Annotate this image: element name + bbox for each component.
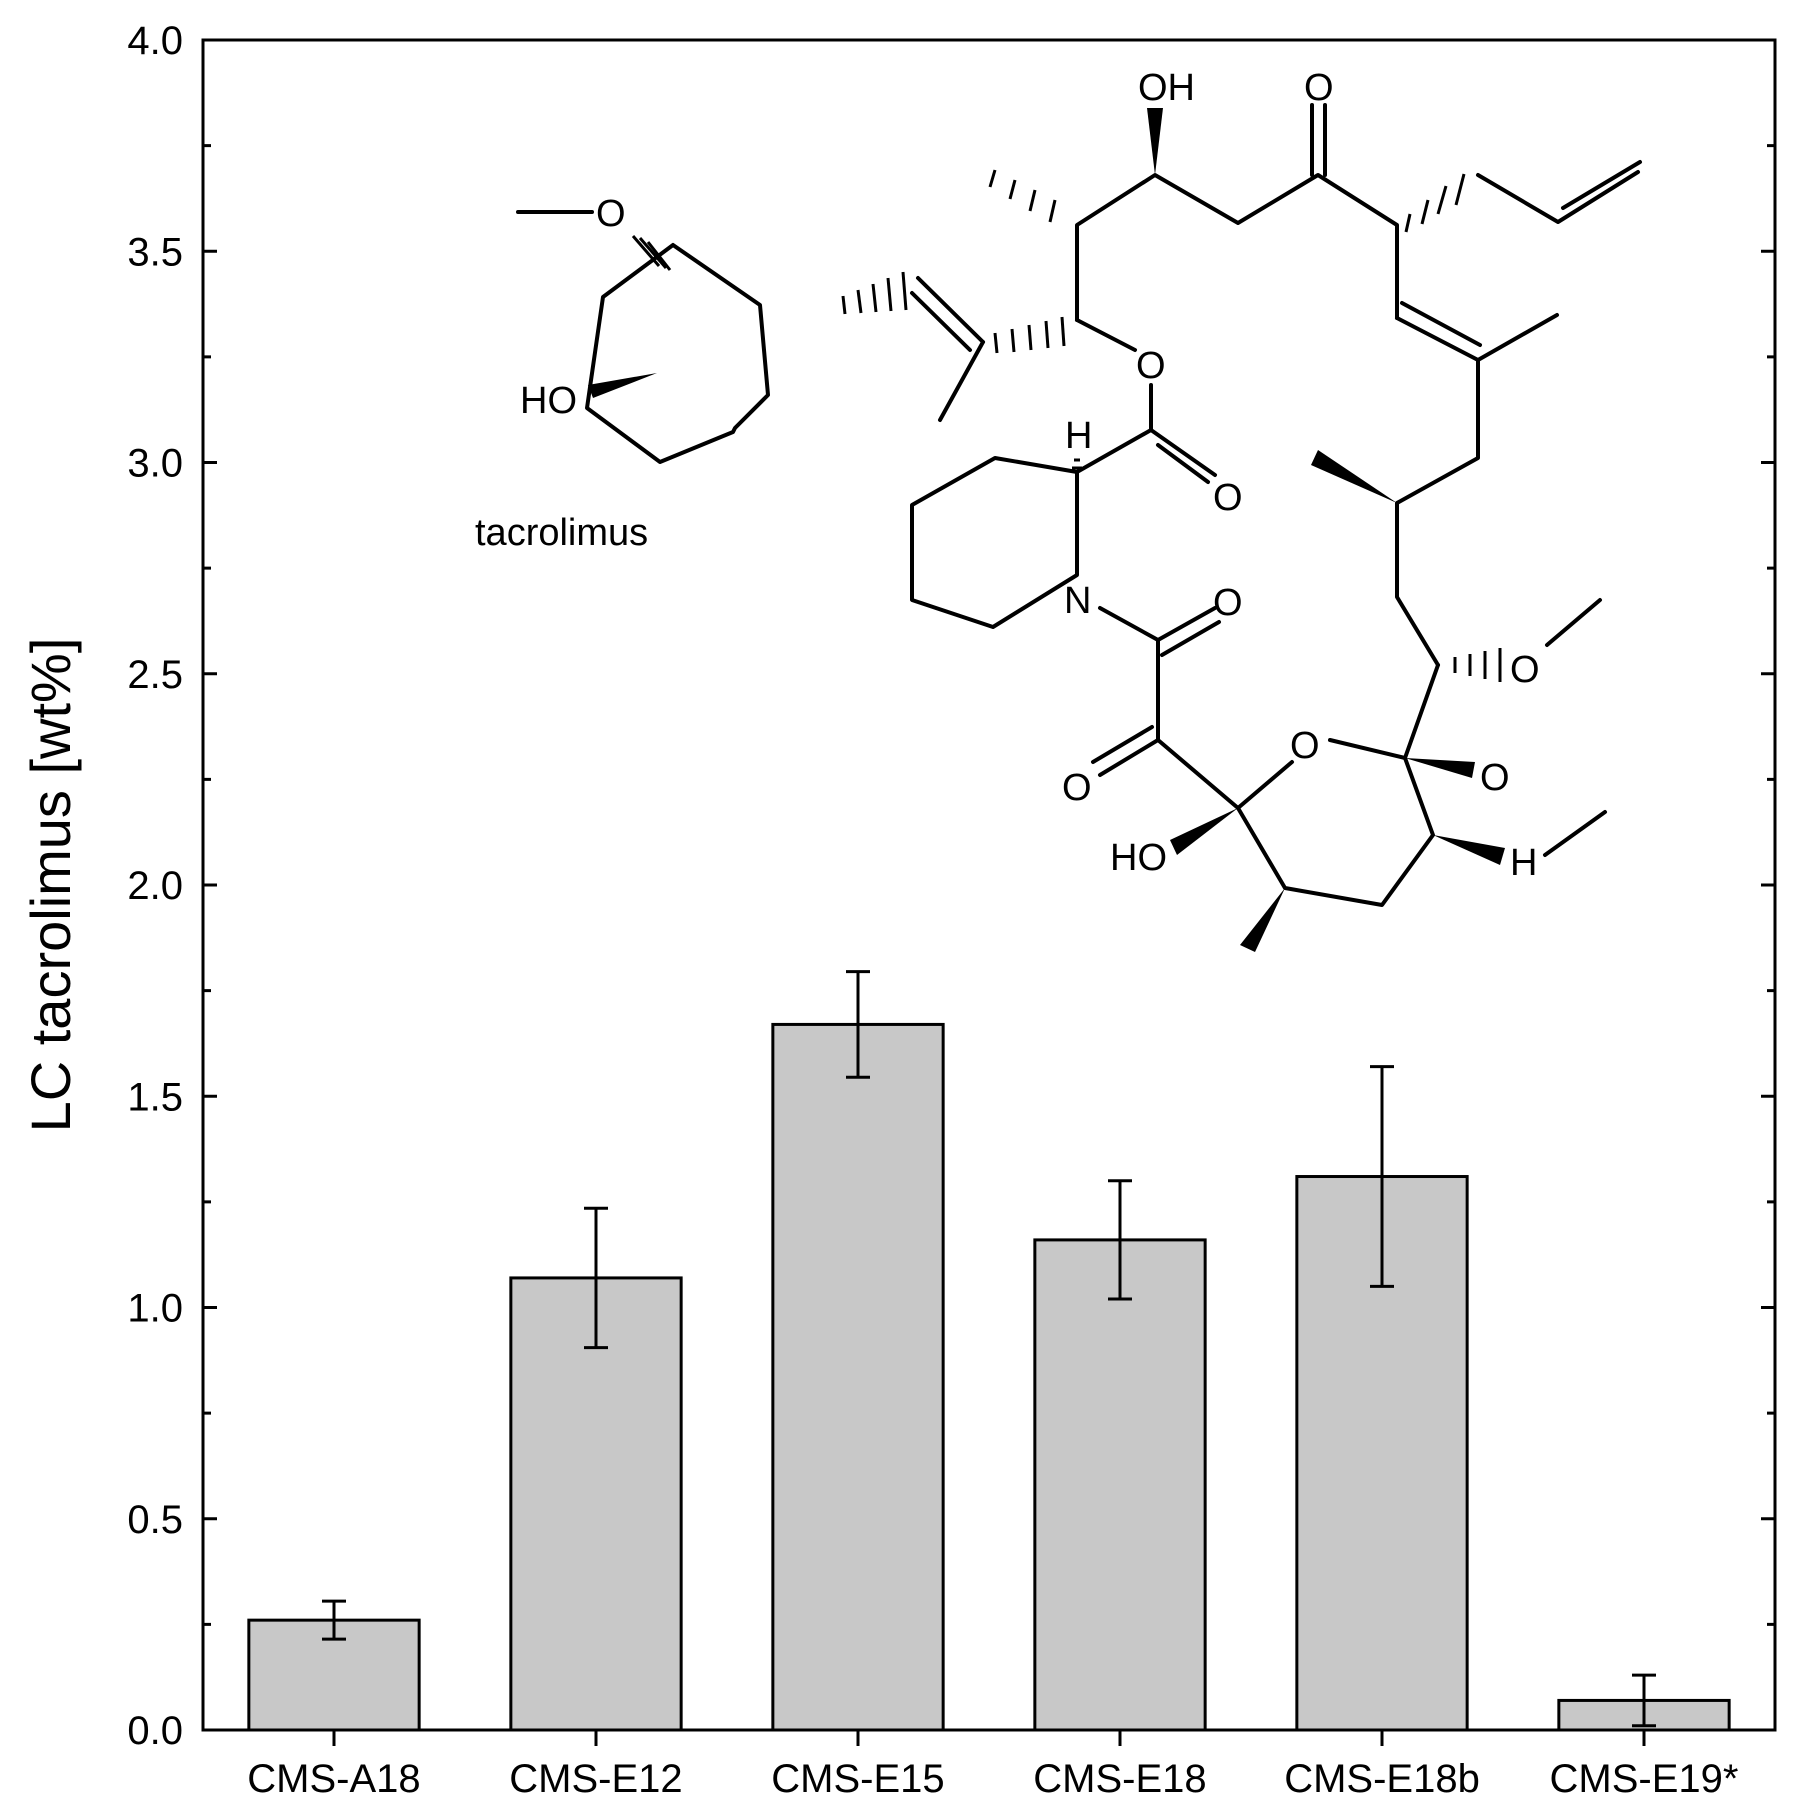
y-tick-label: 0.5 [127,1498,183,1542]
atom-ho-1: HO [520,380,577,422]
y-tick-label: 1.5 [127,1075,183,1119]
bond [1160,620,1221,657]
hash-bond [1453,648,1502,682]
bond [1156,606,1217,642]
atom-o-keto: O [1304,67,1334,109]
chain [1395,358,1480,667]
wedge-bond [588,373,657,398]
x-tick-label: CMS-E12 [509,1757,682,1801]
y-tick-label: 4.0 [127,19,183,63]
plot-frame [201,38,1777,1732]
hash-bond [841,271,908,315]
atom-o-ester-label: O [1136,345,1166,387]
x-tick-label: CMS-E19* [1550,1757,1739,1801]
y-tick-label: 0.0 [127,1709,183,1753]
bond [1149,428,1217,477]
error-bars [322,970,1656,1728]
bond [1400,301,1482,347]
atom-h-2: O [1480,757,1510,799]
x-tick-label: CMS-A18 [247,1757,420,1801]
y-tick-label: 1.0 [127,1287,183,1331]
bond [910,291,972,352]
y-tick-label: 3.0 [127,442,183,486]
bond [1545,598,1602,647]
bond [1561,160,1642,210]
atom-o-ome1: O [1510,649,1540,691]
atom-h-1: H [1065,415,1092,457]
atom-o-1: O [596,193,626,235]
bond [1091,725,1154,764]
bar-cms-e12 [509,1276,683,1732]
bond [938,340,985,422]
bond [1075,318,1137,352]
hash-bond [988,169,1057,223]
tacrolimus-structure: tacrolimus O HO [475,67,1642,952]
atom-oh-top: OH [1138,67,1195,109]
compound-label: tacrolimus [475,512,648,554]
bond [1395,316,1480,362]
bond [1098,738,1160,777]
hash-bond [1072,458,1082,470]
hash-bond [1404,173,1466,233]
chain [1075,173,1399,322]
wedge-bond [1433,835,1505,865]
bond [1403,663,1440,760]
wedge-bond [1311,450,1397,503]
x-tick-label: CMS-E18b [1284,1757,1480,1801]
y-tick-label: 2.0 [127,864,183,908]
x-ticks: CMS-A18 CMS-E12 CMS-E15 CMS-E18 CMS-E18b CMS-… [247,1730,1738,1801]
bond [1098,606,1160,642]
pyran-ring [1236,738,1435,907]
bond [1156,443,1210,484]
atom-o-diketo: O [1062,767,1092,809]
bar-cms-e15 [771,1022,945,1732]
x-tick-label: CMS-E18 [1033,1757,1206,1801]
allyl [1476,170,1640,224]
wedge-bond [1405,758,1475,778]
wedge-bond [1240,888,1285,952]
hash-bond [993,316,1066,354]
y-axis-title: LC tacrolimus [wt%] [19,638,82,1133]
y-ticks: 0.0 0.5 1.0 1.5 2.0 2.5 3.0 3.5 4.0 [127,19,1775,1753]
atom-n: N [1064,580,1091,622]
y-tick-label: 2.5 [127,653,183,697]
bars [247,1022,1731,1732]
atom-o-pyran: O [1290,725,1320,767]
bond [916,276,985,344]
bar-cms-e18 [1033,1238,1207,1732]
bond [1543,810,1607,857]
bond [1156,738,1240,810]
y-tick-label: 3.5 [127,230,183,274]
atom-o-amide: O [1213,582,1243,624]
pyran-ring [1236,760,1294,810]
atom-ho-2: HO [1110,837,1167,879]
atom-o-ester2: O [1213,477,1243,519]
x-tick-label: CMS-E15 [771,1757,944,1801]
atom-o-ome2: H [1510,842,1537,884]
wedge-bond [1147,108,1163,175]
hash-bond [631,235,672,271]
wedge-bond [1170,808,1238,855]
pipecolate-ring [910,428,1153,629]
cyclohexyl-ring [585,243,770,464]
bond [1476,313,1559,362]
